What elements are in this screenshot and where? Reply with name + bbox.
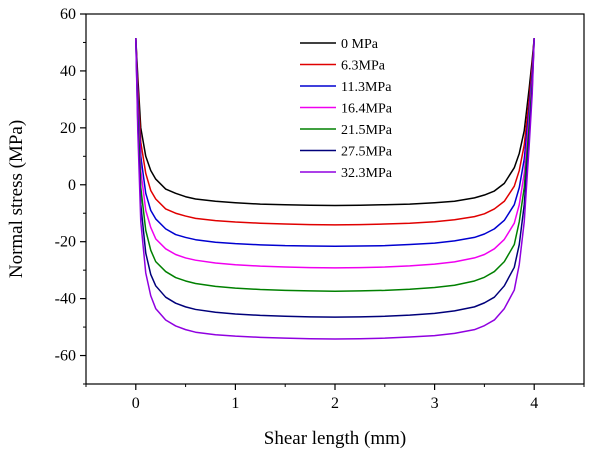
legend-label-6: 32.3MPa <box>341 166 393 181</box>
series-line-2 <box>135 38 535 247</box>
x-tick-label-3: 3 <box>431 395 439 412</box>
legend-label-3: 16.4MPa <box>341 102 393 117</box>
x-axis-label: Shear length (mm) <box>264 428 406 449</box>
y-tick-label-6: 60 <box>60 6 76 23</box>
ticks-layer: 0 1 2 3 4 -60 -40 -20 0 20 40 60 <box>55 6 585 412</box>
y-tick-label-4: 20 <box>60 120 76 137</box>
series-line-1 <box>135 38 535 226</box>
x-tick-label-4: 4 <box>530 395 538 412</box>
series-layer <box>135 38 535 340</box>
y-tick-label-0: -60 <box>55 348 76 365</box>
y-tick-label-1: -40 <box>55 291 76 308</box>
series-line-5 <box>135 38 535 318</box>
series-line-6 <box>135 38 535 340</box>
y-tick-label-5: 40 <box>60 63 76 80</box>
legend-label-5: 27.5MPa <box>341 145 393 160</box>
legend-label-4: 21.5MPa <box>341 123 393 138</box>
legend: 0 MPa 6.3MPa 11.3MPa 16.4MPa 21.5MPa 27.5MPa 3… <box>300 37 393 181</box>
legend-label-2: 11.3MPa <box>341 80 392 95</box>
x-tick-label-2: 2 <box>331 395 339 412</box>
legend-label-0: 0 MPa <box>341 37 379 52</box>
series-line-3 <box>135 38 535 269</box>
y-tick-label-2: -20 <box>55 234 76 251</box>
legend-label-1: 6.3MPa <box>341 59 386 74</box>
series-line-4 <box>135 38 535 292</box>
y-axis-label: Normal stress (MPa) <box>6 120 27 278</box>
x-tick-label-1: 1 <box>231 395 239 412</box>
series-line-0 <box>135 38 535 207</box>
x-tick-label-0: 0 <box>132 395 140 412</box>
y-tick-label-3: 0 <box>68 177 76 194</box>
